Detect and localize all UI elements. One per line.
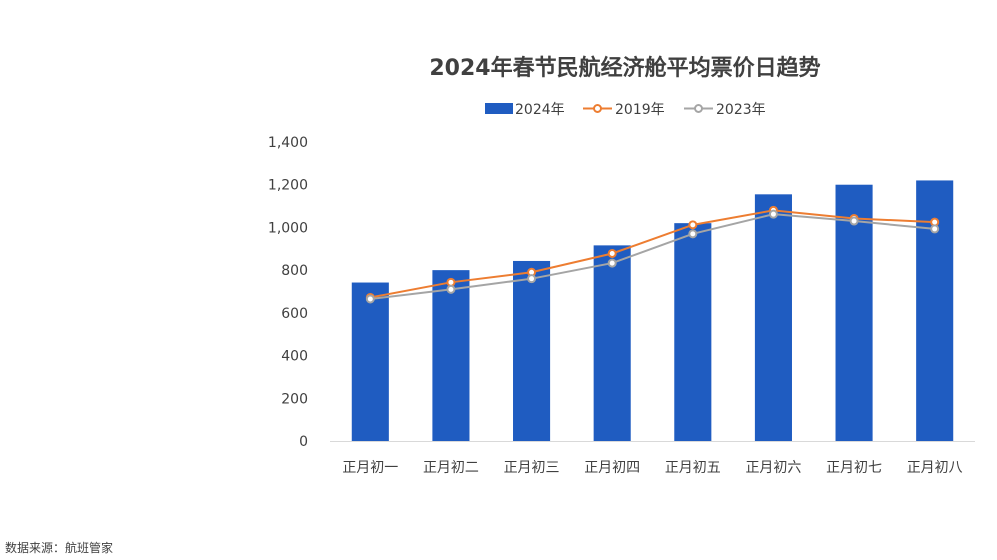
bar-2024 [754, 194, 792, 441]
line-2019 [370, 209, 935, 299]
legend-marker-2023 [694, 104, 703, 113]
x-axis: 正月初一 正月初二 正月初三 正月初四 正月初五 正月初六 正月初七 正月初八 [342, 459, 962, 476]
y-tick-label: 600 [281, 306, 308, 322]
x-tick-label: 正月初一 [342, 459, 398, 476]
point-2023 [930, 224, 940, 234]
point-2023 [768, 209, 778, 219]
bar-2024 [835, 184, 873, 441]
point-2019 [688, 220, 698, 230]
bar-2024 [432, 270, 470, 441]
x-tick-label: 正月初七 [826, 459, 882, 476]
legend-marker-2019 [593, 104, 602, 113]
legend: 2024年 2019年 2023年 [485, 102, 766, 118]
line-2023 [370, 213, 935, 300]
y-tick-label: 1,200 [268, 178, 308, 194]
x-tick-label: 正月初二 [423, 459, 479, 476]
point-2023 [365, 294, 375, 304]
point-2019 [446, 277, 456, 287]
bar-2024 [513, 260, 551, 441]
point-2019 [607, 248, 617, 258]
point-2023 [849, 216, 859, 226]
chart-title: 2024年春节民航经济舱平均票价日趋势 [429, 55, 820, 81]
bar-2024 [593, 245, 631, 441]
legend-label-2023: 2023年 [716, 102, 766, 118]
point-2023 [527, 274, 537, 284]
y-tick-label: 200 [281, 391, 308, 407]
point-2023 [688, 229, 698, 239]
point-2023 [607, 258, 617, 268]
bar-2024 [674, 223, 712, 441]
point-2023 [446, 284, 456, 294]
y-tick-label: 800 [281, 263, 308, 279]
y-axis: 0 200 400 600 800 1,000 1,200 1,400 [268, 135, 308, 450]
y-tick-label: 1,000 [268, 220, 308, 236]
x-tick-label: 正月初八 [907, 459, 963, 476]
line-series [365, 205, 940, 304]
legend-label-2024: 2024年 [515, 102, 565, 118]
x-tick-label: 正月初六 [745, 459, 801, 476]
x-tick-label: 正月初三 [504, 459, 560, 476]
y-tick-label: 0 [299, 434, 308, 450]
bar-series-2024 [351, 180, 954, 441]
x-tick-label: 正月初四 [584, 459, 640, 476]
source-note: 数据来源：航班管家 [5, 540, 113, 555]
bar-2024 [351, 282, 389, 441]
legend-label-2019: 2019年 [615, 102, 665, 118]
x-tick-label: 正月初五 [665, 459, 721, 476]
y-tick-label: 400 [281, 349, 308, 365]
legend-swatch-2024 [485, 103, 513, 114]
y-tick-label: 1,400 [268, 135, 308, 151]
